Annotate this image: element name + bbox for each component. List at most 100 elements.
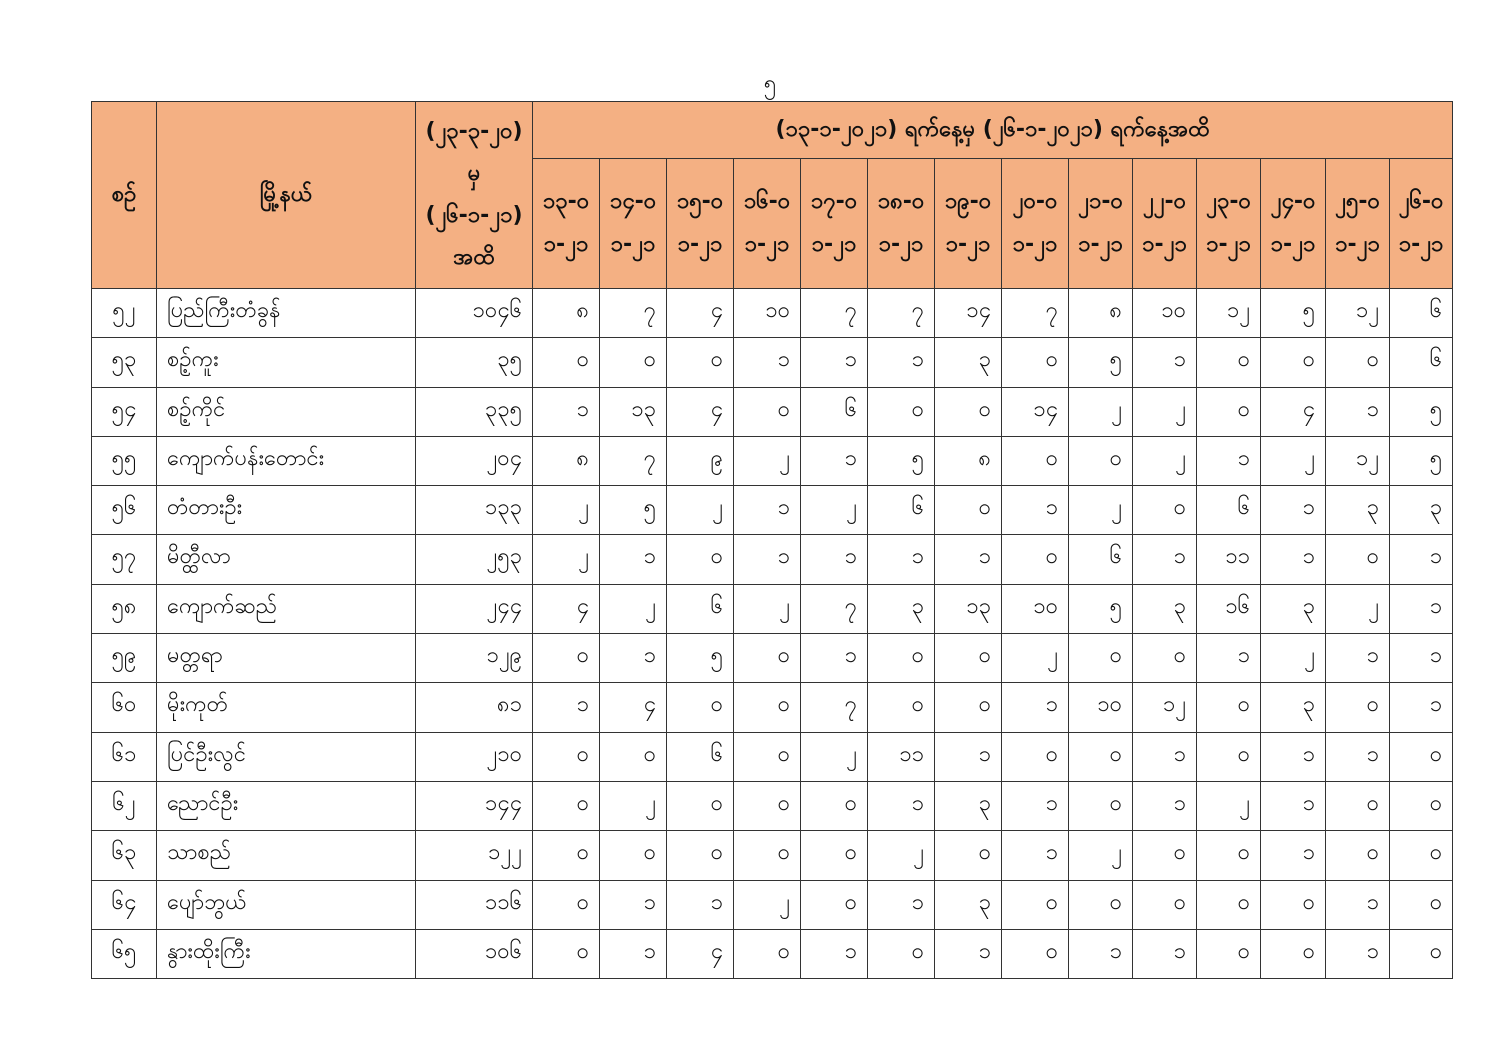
table-row: ၅၈ ကျောက်ဆည် ၂၄၄၄၂၆၂၇၃၁၃ ၁၀၅၃၁၆၃၂၁ <box>91 583 1454 635</box>
daily-cases: ၇ <box>867 287 935 339</box>
header-date: ၂၁-၀၁-၂၁ <box>1068 158 1133 289</box>
daily-cases: ၁ <box>532 682 600 733</box>
daily-cases: ၆ <box>1388 287 1454 339</box>
daily-cases: ၂ <box>800 485 868 536</box>
daily-cases: ၀ <box>1068 780 1133 832</box>
daily-cases: ၃ <box>1325 485 1390 536</box>
daily-cases: ၀ <box>599 830 667 881</box>
daily-cases: ၅ <box>599 485 667 536</box>
table-row: ၅၅ ကျောက်ပန်းတောင်း ၂၀၄၈၇၉၂၁၅၈၀၀၂၁၂၁၂၅ <box>91 435 1454 487</box>
daily-cases: ၂ <box>1068 830 1133 881</box>
daily-cases: ၇ <box>599 287 667 339</box>
daily-cases: ၁ <box>1001 682 1069 733</box>
daily-cases: ၄ <box>599 682 667 733</box>
township-name: ညောင်ဦး <box>156 780 416 832</box>
township-name: တံတားဦး <box>156 485 416 536</box>
daily-cases: ၂ <box>532 534 600 585</box>
daily-cases: ၃ <box>934 337 1002 388</box>
township-name: ကျောက်ပန်းတောင်း <box>156 435 416 487</box>
daily-cases: ၁ <box>800 435 868 487</box>
daily-cases: ၀ <box>532 780 600 832</box>
daily-cases: ၂ <box>532 485 600 536</box>
row-number: ၅၉ <box>91 633 157 684</box>
daily-cases: ၀ <box>733 830 801 881</box>
daily-cases: ၁ <box>1325 731 1390 782</box>
table-row: ၅၆ တံတားဦး ၁၃၃၂၅၂၁၂၆၀၁၂၀၆၁၃၃ <box>91 485 1454 536</box>
daily-cases: ၀ <box>1325 830 1390 881</box>
header-date: ၂၀-၀၁-၂၁ <box>1001 158 1069 289</box>
daily-cases: ၅ <box>867 435 935 487</box>
row-number: ၆၁ <box>91 731 157 782</box>
daily-cases: ၀ <box>1388 780 1454 832</box>
daily-cases: ၁၆ <box>1196 583 1261 635</box>
daily-cases: ၀ <box>1196 830 1261 881</box>
daily-cases: ၁ <box>599 633 667 684</box>
daily-cases: ၁ <box>1388 583 1454 635</box>
daily-cases: ၀ <box>1068 435 1133 487</box>
township-cases-table: စဉ် မြို့နယ် (၂၃-၃-၂၀) မှ (၂၆-၁-၂၁) အထိ … <box>91 101 1454 980</box>
daily-cases: ၁၀ <box>1068 682 1133 733</box>
daily-cases: ၁ <box>1325 879 1390 930</box>
daily-cases: ၆ <box>1068 534 1133 585</box>
table-row: ၅၃ စဉ့်ကူး ၃၅၀၀၀၁၁၁၃၀၅၁၀၀၀၆ <box>91 337 1454 388</box>
daily-cases: ၀ <box>532 879 600 930</box>
daily-cases: ၆ <box>666 583 734 635</box>
daily-cases: ၃ <box>934 879 1002 930</box>
daily-cases: ၀ <box>1260 928 1326 980</box>
daily-cases: ၂ <box>1132 386 1197 437</box>
daily-cases: ၁ <box>934 534 1002 585</box>
daily-cases: ၁၄ <box>1001 386 1069 437</box>
header-date: ၂၄-၀၁-၂၁ <box>1260 158 1326 289</box>
daily-cases: ၄ <box>666 928 734 980</box>
daily-cases: ၂ <box>867 830 935 881</box>
daily-cases: ၁ <box>1260 534 1326 585</box>
daily-cases: ၀ <box>1196 731 1261 782</box>
daily-cases: ၀ <box>1001 879 1069 930</box>
header-no: စဉ် <box>91 101 157 289</box>
daily-cases: ၀ <box>1001 534 1069 585</box>
row-number: ၅၃ <box>91 337 157 388</box>
daily-cases: ၀ <box>532 830 600 881</box>
daily-cases: ၀ <box>1068 633 1133 684</box>
daily-cases: ၆ <box>800 386 868 437</box>
daily-cases: ၃ <box>1388 485 1454 536</box>
cumulative-cases: ၈၁ <box>415 682 533 733</box>
daily-cases: ၀ <box>733 731 801 782</box>
daily-cases: ၀ <box>1325 780 1390 832</box>
daily-cases: ၈ <box>532 435 600 487</box>
township-name: သာစည် <box>156 830 416 881</box>
cumulative-cases: ၁၂၉ <box>415 633 533 684</box>
header-date: ၁၆-၀၁-၂၁ <box>733 158 801 289</box>
page-number: ၅ <box>763 71 777 96</box>
daily-cases: ၁ <box>867 337 935 388</box>
daily-cases: ၂ <box>1325 583 1390 635</box>
daily-cases: ၂ <box>800 731 868 782</box>
daily-cases: ၀ <box>934 485 1002 536</box>
row-number: ၅၇ <box>91 534 157 585</box>
row-number: ၅၄ <box>91 386 157 437</box>
daily-cases: ၃ <box>1132 583 1197 635</box>
row-number: ၆၃ <box>91 830 157 881</box>
cumulative-cases: ၁၁၆ <box>415 879 533 930</box>
daily-cases: ၁ <box>1132 534 1197 585</box>
daily-cases: ၂ <box>599 583 667 635</box>
row-number: ၆၀ <box>91 682 157 733</box>
header-date: ၁၅-၀၁-၂၁ <box>666 158 734 289</box>
row-number: ၅၂ <box>91 287 157 339</box>
daily-cases: ၀ <box>733 386 801 437</box>
daily-cases: ၅ <box>1068 583 1133 635</box>
township-name: မတ္တရာ <box>156 633 416 684</box>
cumulative-cases: ၁၀၆ <box>415 928 533 980</box>
cumulative-cases: ၁၀၄၆ <box>415 287 533 339</box>
daily-cases: ၁ <box>1325 928 1390 980</box>
daily-cases: ၂ <box>733 435 801 487</box>
daily-cases: ၀ <box>1196 879 1261 930</box>
daily-cases: ၀ <box>666 682 734 733</box>
daily-cases: ၁ <box>800 337 868 388</box>
daily-cases: ၁၁ <box>1196 534 1261 585</box>
daily-cases: ၀ <box>1196 386 1261 437</box>
daily-cases: ၆ <box>666 731 734 782</box>
daily-cases: ၆ <box>1196 485 1261 536</box>
daily-cases: ၁ <box>599 928 667 980</box>
daily-cases: ၂ <box>733 583 801 635</box>
